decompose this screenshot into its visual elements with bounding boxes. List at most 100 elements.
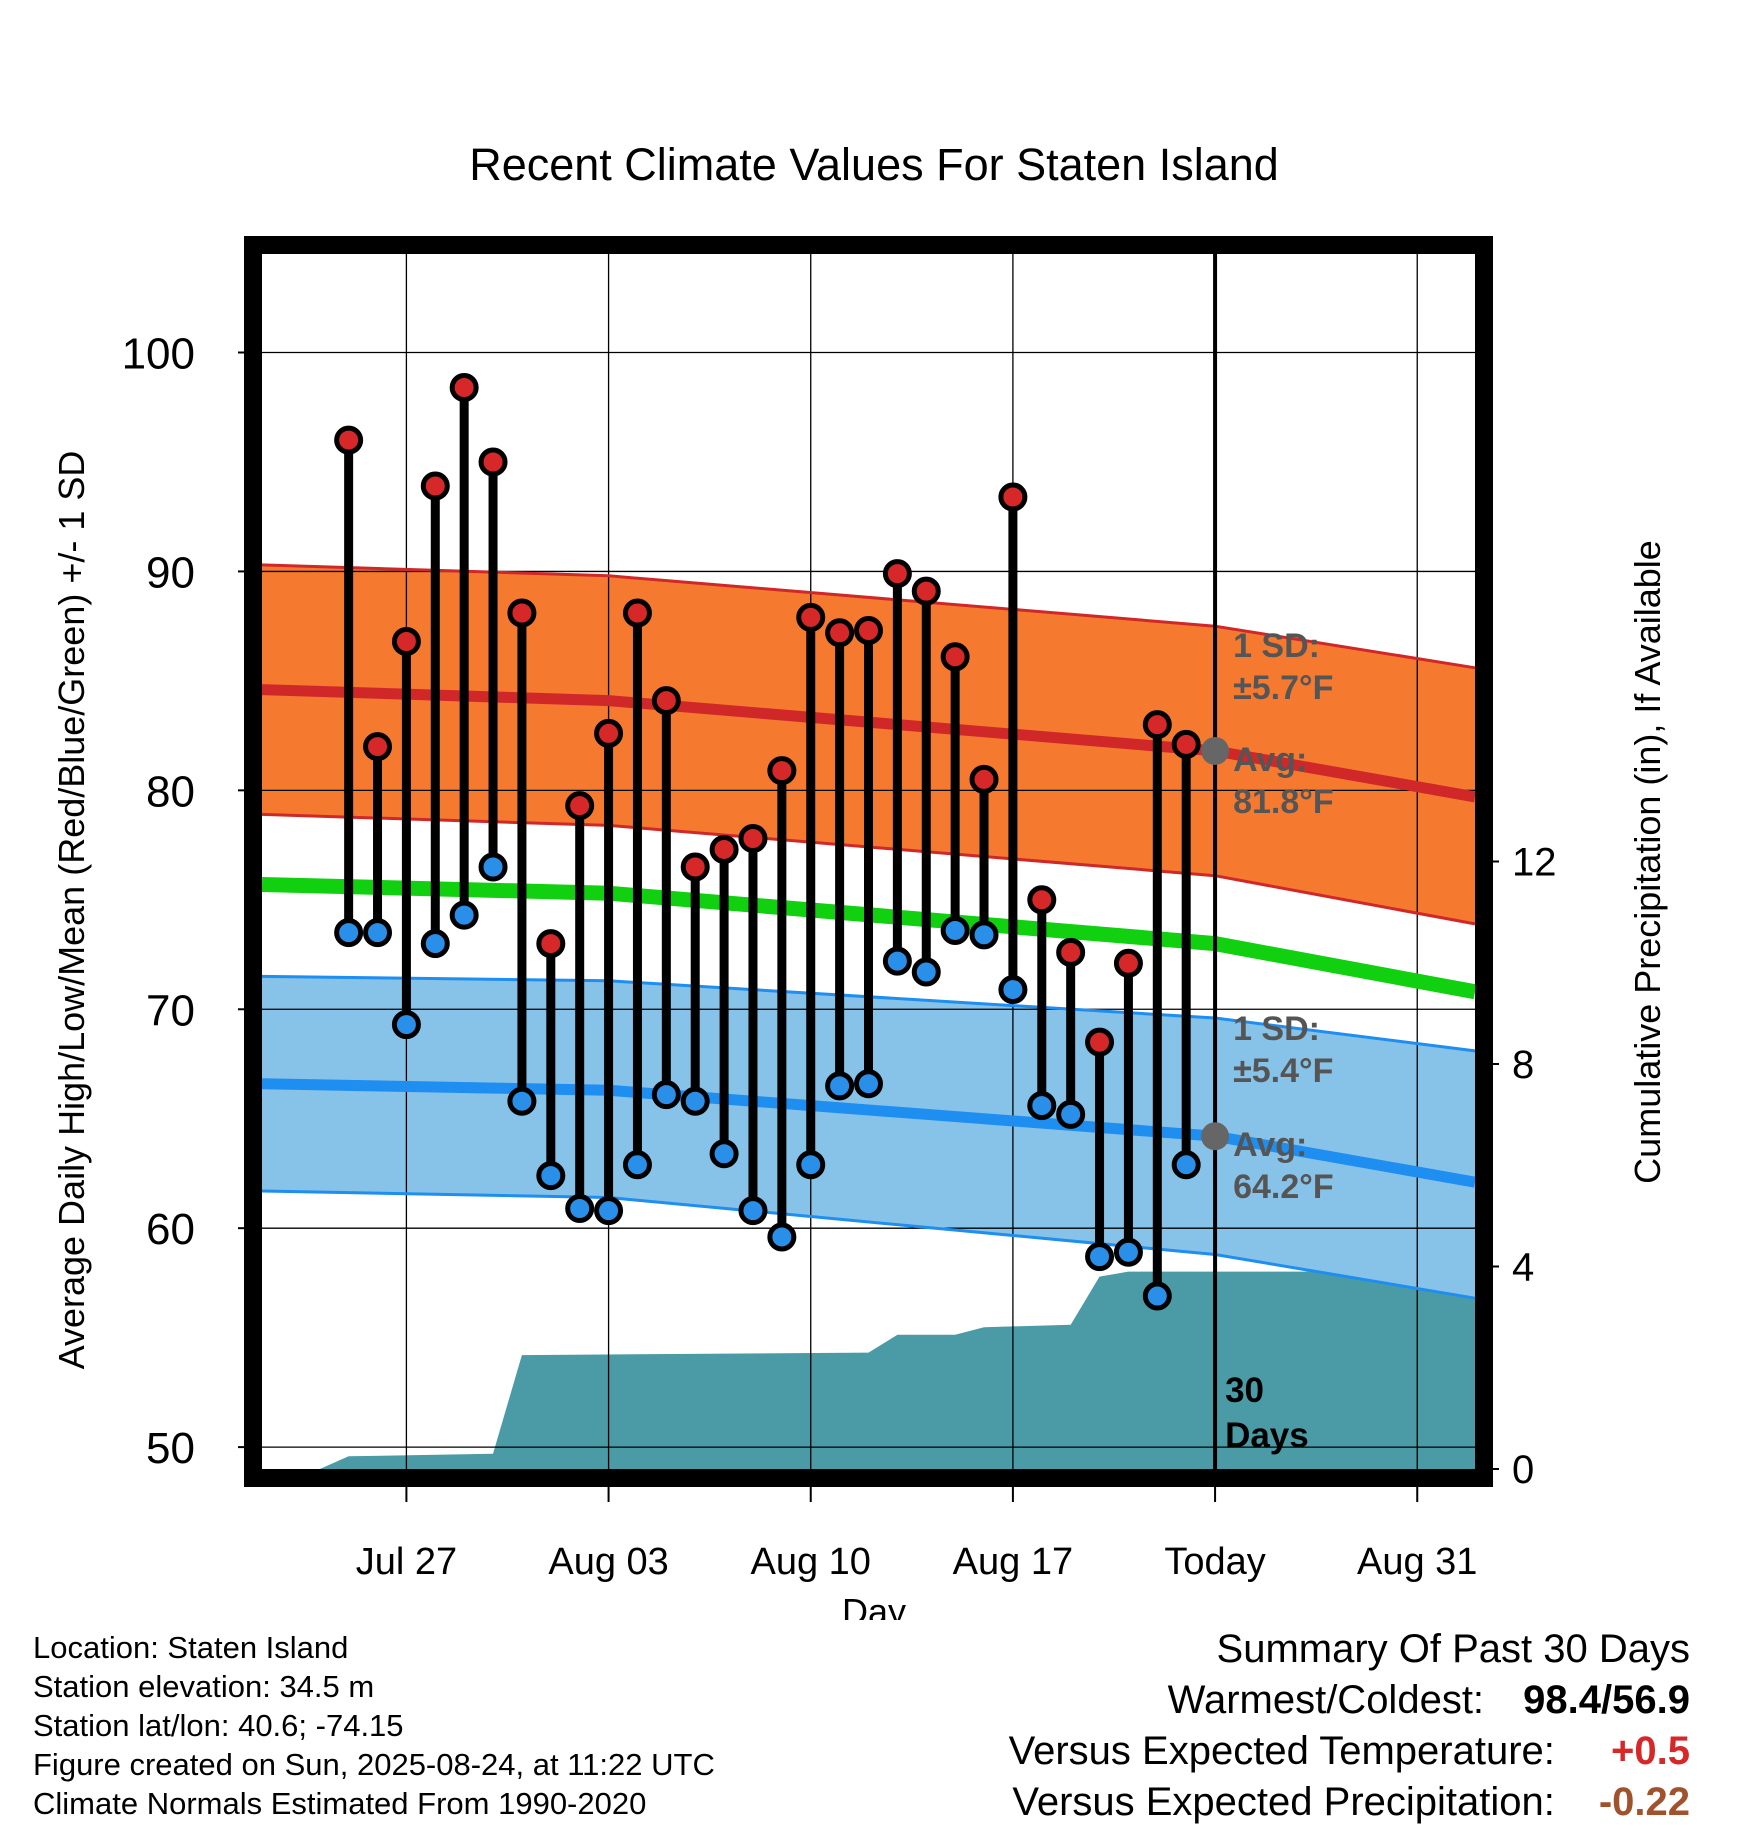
normal-annotation: 1 SD: — [1233, 627, 1320, 665]
high-dot — [738, 824, 768, 854]
low-dot — [1085, 1242, 1115, 1272]
low-dot — [334, 918, 364, 948]
low-dot — [1171, 1150, 1201, 1180]
y-tick-label: 90 — [146, 548, 195, 597]
temp-label: Versus Expected Temperature: — [1008, 1729, 1555, 1773]
high-dot — [565, 791, 595, 821]
low-dot — [940, 915, 970, 945]
warm-cold-row: Warmest/Coldest: 98.4/56.9 — [1009, 1675, 1690, 1726]
normal-annotation: ±5.7°F — [1233, 669, 1333, 707]
high-dot — [1056, 937, 1086, 967]
high-dot — [1027, 885, 1057, 915]
low-dot — [391, 1010, 421, 1040]
high-dot — [622, 598, 652, 628]
low-lower-line — [261, 1189, 1476, 1300]
today-line-layer: 30 Days — [1213, 254, 1309, 1469]
x-tick-label: Today — [1164, 1541, 1265, 1583]
high-dot — [825, 618, 855, 648]
low-dot — [882, 946, 912, 976]
high-dot — [334, 425, 364, 455]
high-dot — [969, 764, 999, 794]
high-dot — [1171, 729, 1201, 759]
low-dot — [1056, 1099, 1086, 1129]
low-dot — [420, 929, 450, 959]
high-dot — [1142, 710, 1172, 740]
normal-annotation: 64.2°F — [1233, 1168, 1334, 1206]
daily-stems-layer — [344, 387, 1191, 1297]
high-dot — [478, 447, 508, 477]
low-dot — [1027, 1091, 1057, 1121]
precip-row: Versus Expected Precipitation: -0.22 — [1009, 1777, 1690, 1828]
summary-panel: Summary Of Past 30 Days Warmest/Coldest:… — [1009, 1624, 1690, 1828]
temp-value: +0.5 — [1611, 1729, 1690, 1773]
low-dot — [449, 900, 479, 930]
low-dot — [767, 1222, 797, 1252]
period-label: 30 — [1225, 1371, 1264, 1410]
station-info: Location: Staten Island Station elevatio… — [33, 1628, 715, 1823]
latlon-text: Station lat/lon: 40.6; -74.15 — [33, 1708, 404, 1743]
today-normal-marker — [1201, 1122, 1230, 1151]
high-dot — [1085, 1027, 1115, 1057]
low-dot — [622, 1150, 652, 1180]
high-dot — [680, 852, 710, 882]
created-text: Figure created on Sun, 2025-08-24, at 11… — [33, 1747, 715, 1782]
elevation-text: Station elevation: 34.5 m — [33, 1669, 375, 1704]
low-dot — [594, 1196, 624, 1226]
low-dot — [1142, 1281, 1172, 1311]
high-dot — [911, 576, 941, 606]
low-dot — [1113, 1237, 1143, 1267]
precip-label: Versus Expected Precipitation: — [1012, 1780, 1555, 1824]
high-dot — [882, 559, 912, 589]
low-dot — [478, 852, 508, 882]
high-dot — [391, 626, 421, 656]
y2-axis-label: Cumulative Precipitation (in), If Availa… — [1627, 540, 1668, 1184]
axes-layer: 50 60 70 80 90 100 0 4 8 12 Jul 27 Aug 03 Aug 10 Aug … — [122, 263, 1557, 1583]
annotation-layer: 1 SD: ±5.7°F Avg: 81.8°F 1 SD: ±5.4°F Avg: 64.2… — [1201, 627, 1334, 1206]
normal-annotation: 1 SD: — [1233, 1010, 1320, 1048]
y-tick-label: 80 — [146, 767, 195, 816]
high-dot — [449, 373, 479, 403]
low-dot — [854, 1069, 883, 1099]
high-dot — [420, 471, 450, 501]
low-dot — [651, 1080, 681, 1110]
low-dot — [709, 1139, 739, 1169]
y2-tick-label: 4 — [1512, 1246, 1534, 1290]
warm-cold-label: Warmest/Coldest: — [1167, 1678, 1485, 1722]
high-dot — [854, 616, 883, 646]
y-tick-label: 60 — [146, 1205, 195, 1254]
low-dot — [738, 1196, 768, 1226]
low-dot — [911, 957, 941, 987]
low-dot — [507, 1086, 537, 1116]
y-tick-label: 100 — [122, 330, 195, 379]
high-dot — [536, 929, 566, 959]
x-tick-label: Aug 31 — [1357, 1541, 1477, 1583]
temp-row: Versus Expected Temperature: +0.5 — [1009, 1726, 1690, 1777]
y2-tick-label: 0 — [1512, 1448, 1534, 1492]
low-dot — [680, 1086, 710, 1116]
y-tick-label: 50 — [146, 1424, 195, 1473]
y-tick-label: 70 — [146, 986, 195, 1035]
low-dot — [998, 975, 1028, 1005]
x-tick-label: Aug 03 — [548, 1541, 668, 1583]
warm-cold-value: 98.4/56.9 — [1523, 1678, 1690, 1722]
x-tick-label: Jul 27 — [356, 1541, 457, 1583]
high-dot — [940, 642, 970, 672]
x-tick-label: Aug 10 — [751, 1541, 871, 1583]
summary-title: Summary Of Past 30 Days — [1216, 1627, 1690, 1671]
low-upper-line — [261, 974, 1476, 1053]
today-normal-marker — [1201, 736, 1230, 765]
low-sd-band — [262, 976, 1475, 1299]
low-dot — [969, 920, 999, 950]
low-dot — [825, 1071, 855, 1101]
high-dot — [594, 718, 624, 748]
normal-annotation: Avg: — [1233, 741, 1307, 779]
high-dot — [998, 482, 1028, 512]
x-tick-label: Aug 17 — [953, 1541, 1073, 1583]
low-mean-line — [261, 1078, 1476, 1188]
chart-title: Recent Climate Values For Staten Island — [469, 139, 1279, 190]
low-dot — [796, 1150, 826, 1180]
location-text: Location: Staten Island — [33, 1630, 349, 1665]
y2-tick-label: 12 — [1512, 841, 1557, 885]
high-dot — [363, 732, 393, 762]
normal-annotation: 81.8°F — [1233, 783, 1334, 821]
